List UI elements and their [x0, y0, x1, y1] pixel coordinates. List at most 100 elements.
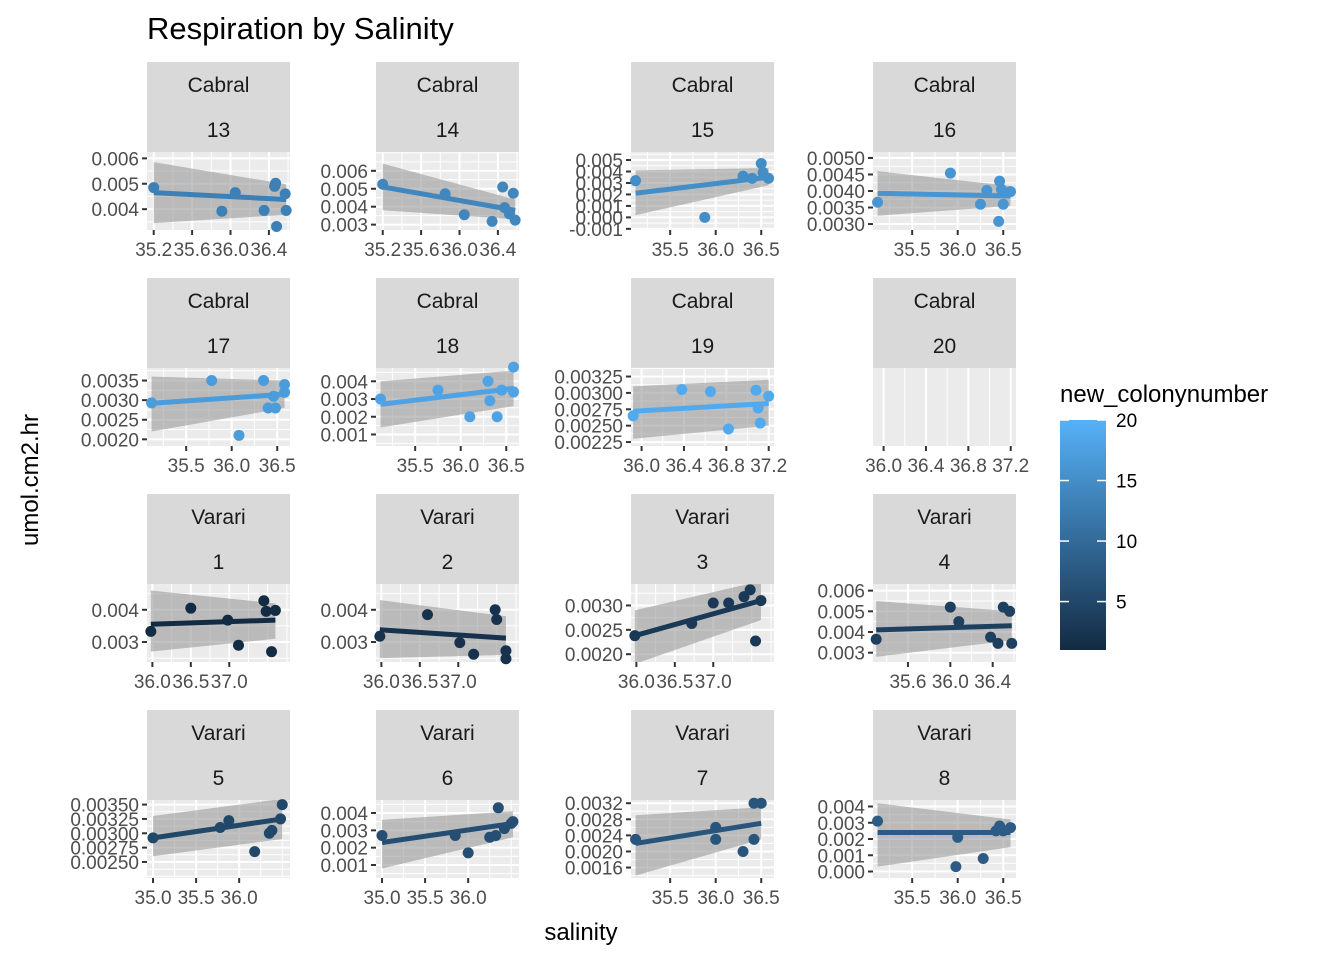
- y-tick-label: 0.001: [817, 846, 865, 867]
- data-point: [464, 411, 476, 423]
- data-point: [508, 361, 520, 373]
- x-tick-label: 35.5: [407, 888, 444, 909]
- facet-panel-varari-8: Varari 8 35.5 36.0 36.5 0.0000.0010.0020.0030…: [817, 710, 1022, 909]
- data-point: [750, 384, 762, 396]
- facet-strip-colony: 3: [697, 551, 709, 574]
- data-point: [944, 167, 956, 179]
- x-tick-label: 37.0: [211, 672, 248, 693]
- data-point: [1004, 605, 1016, 617]
- data-point: [145, 625, 157, 637]
- data-point: [147, 832, 159, 844]
- x-tick-label: 35.5: [894, 888, 931, 909]
- data-point: [944, 601, 956, 613]
- data-point: [279, 188, 291, 200]
- data-point: [269, 402, 281, 414]
- x-tick-label: 36.0: [363, 672, 400, 693]
- y-tick-label: 0.0035: [807, 199, 865, 220]
- facet-strip-colony: 18: [436, 335, 459, 358]
- y-tick-label: 0.003: [817, 814, 865, 835]
- data-point: [206, 375, 218, 387]
- data-point: [497, 181, 509, 193]
- x-tick-label: 36.0: [865, 456, 902, 477]
- y-tick-label: 0.000: [575, 208, 623, 229]
- y-tick-label: 0.003: [91, 633, 139, 654]
- y-tick-label: 0.0045: [807, 165, 865, 186]
- data-point: [995, 183, 1007, 195]
- facet-strip-site: Cabral: [914, 74, 976, 97]
- x-tick-label: 35.5: [168, 456, 205, 477]
- facet-panel-cabral-20: Cabral 20 36.0 36.4 36.8 37.2: [865, 278, 1029, 477]
- data-point: [486, 215, 498, 227]
- x-tick-label: 36.5: [985, 240, 1022, 261]
- data-point: [630, 833, 642, 845]
- y-tick-label: 0.0050: [807, 149, 865, 170]
- x-tick-label: 35.6: [403, 240, 440, 261]
- y-tick-label: 0.00300: [554, 384, 623, 405]
- y-tick-label: 0.003: [817, 644, 865, 665]
- y-tick-label: 0.001: [575, 197, 623, 218]
- data-point: [214, 822, 226, 834]
- y-tick-label: 0.00250: [70, 853, 139, 874]
- y-tick-label: 0.0030: [81, 391, 139, 412]
- data-point: [258, 375, 270, 387]
- y-tick-label: 0.005: [91, 175, 139, 196]
- data-point: [222, 614, 234, 626]
- data-point: [279, 378, 291, 390]
- y-tick-label: 0.0028: [565, 810, 623, 831]
- data-point: [484, 395, 496, 407]
- facet-panel-cabral-17: Cabral 17 35.5 36.0 36.5 0.00200.00250.00300.…: [81, 278, 296, 477]
- x-tick-label: 36.5: [259, 456, 296, 477]
- data-point: [952, 831, 964, 843]
- y-tick-label: 0.000: [817, 863, 865, 884]
- y-tick-label: 0.002: [817, 830, 865, 851]
- x-tick-label: 36.0: [939, 240, 976, 261]
- data-point: [266, 824, 278, 836]
- y-tick-label: 0.00350: [70, 796, 139, 817]
- x-tick-label: 36.8: [708, 456, 745, 477]
- x-tick-label: 35.0: [364, 888, 401, 909]
- y-tick-label: 0.003: [320, 821, 368, 842]
- data-point: [258, 595, 270, 607]
- facet-strip-site: Varari: [420, 506, 474, 529]
- x-tick-label: 35.2: [364, 240, 401, 261]
- x-tick-label: 36.5: [985, 888, 1022, 909]
- y-tick-label: 0.00325: [70, 810, 139, 831]
- data-point: [482, 375, 494, 387]
- x-axis-title: salinity: [544, 919, 617, 946]
- data-point: [755, 595, 767, 607]
- facet-strip-site: Varari: [420, 722, 474, 745]
- legend-tick-label: 10: [1116, 532, 1137, 553]
- x-tick-label: 37.0: [440, 672, 477, 693]
- x-tick-label: 35.5: [894, 240, 931, 261]
- facet-strip: [873, 62, 1016, 152]
- facet-strip-site: Cabral: [188, 290, 250, 313]
- facet-panel-varari-2: Varari 2 36.0 36.5 37.0 0.003 0.004: [320, 494, 519, 693]
- x-tick-label: 36.4: [479, 240, 516, 261]
- data-point: [750, 635, 762, 647]
- data-point: [746, 172, 758, 184]
- data-point: [676, 384, 688, 396]
- facet-strip-site: Varari: [191, 506, 245, 529]
- data-point: [974, 198, 986, 210]
- data-point: [266, 646, 278, 658]
- data-point: [229, 187, 241, 199]
- regression-line: [151, 391, 285, 406]
- legend-tick-label: 15: [1116, 472, 1137, 493]
- regression-line: [379, 627, 507, 641]
- facet-panel-varari-3: Varari 3 36.0 36.5 37.0 0.0020 0.0025 0.0030: [565, 494, 774, 693]
- y-tick-label: 0.005: [575, 151, 623, 172]
- data-point: [185, 602, 197, 614]
- data-point: [710, 821, 722, 833]
- regression-line: [153, 190, 287, 203]
- x-tick-label: 35.5: [397, 456, 434, 477]
- facet-strip-site: Varari: [675, 506, 729, 529]
- data-point: [432, 384, 444, 396]
- facet-strip: [147, 62, 290, 152]
- y-tick-label: 0.003: [320, 390, 368, 411]
- confidence-band: [153, 162, 287, 224]
